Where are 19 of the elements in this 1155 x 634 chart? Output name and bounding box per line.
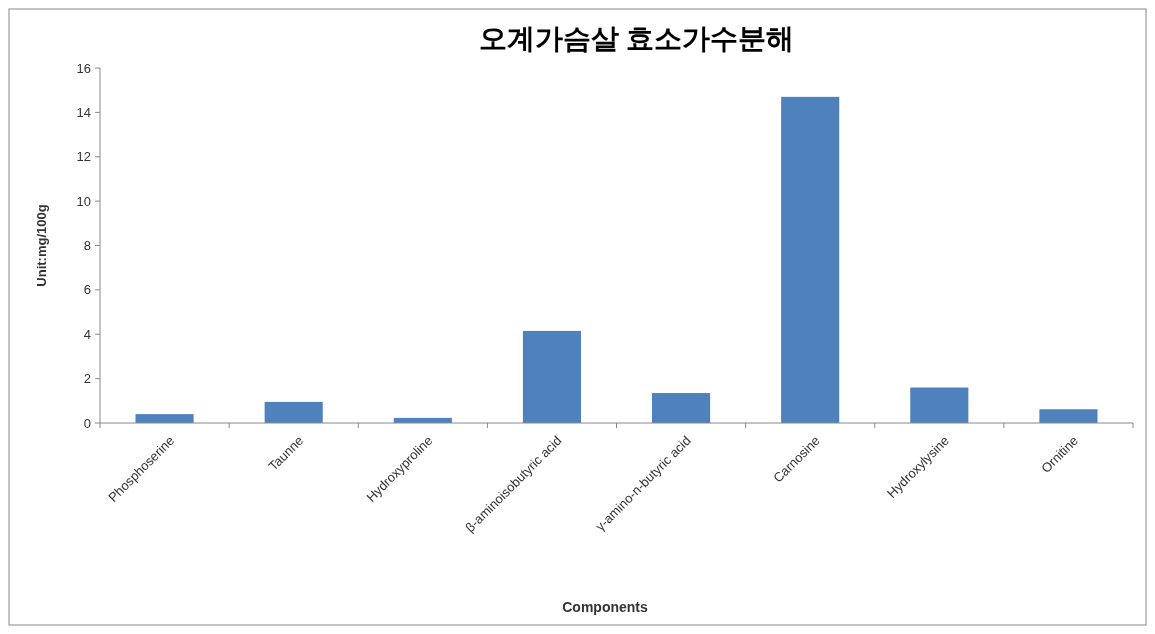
- bar: [910, 387, 969, 423]
- y-tick-label: 10: [76, 193, 91, 209]
- chart-title: 오계가슴살 효소가수분해: [478, 23, 795, 54]
- x-axis-title: Components: [562, 599, 648, 615]
- y-tick-label: 2: [83, 371, 91, 387]
- bar: [652, 393, 711, 423]
- y-tick-label: 4: [83, 326, 91, 342]
- y-tick-label: 8: [83, 238, 91, 254]
- y-axis-title: Unit:mg/100g: [34, 204, 49, 287]
- bar: [522, 330, 581, 423]
- y-tick-label: 12: [76, 149, 91, 165]
- y-tick-label: 0: [83, 415, 91, 431]
- bar: [264, 401, 323, 423]
- bar: [135, 414, 194, 423]
- y-tick-label: 16: [76, 60, 91, 76]
- y-tick-label: 14: [76, 104, 91, 120]
- bar: [1039, 409, 1098, 423]
- bar: [781, 96, 840, 423]
- y-tick-label: 6: [83, 282, 91, 298]
